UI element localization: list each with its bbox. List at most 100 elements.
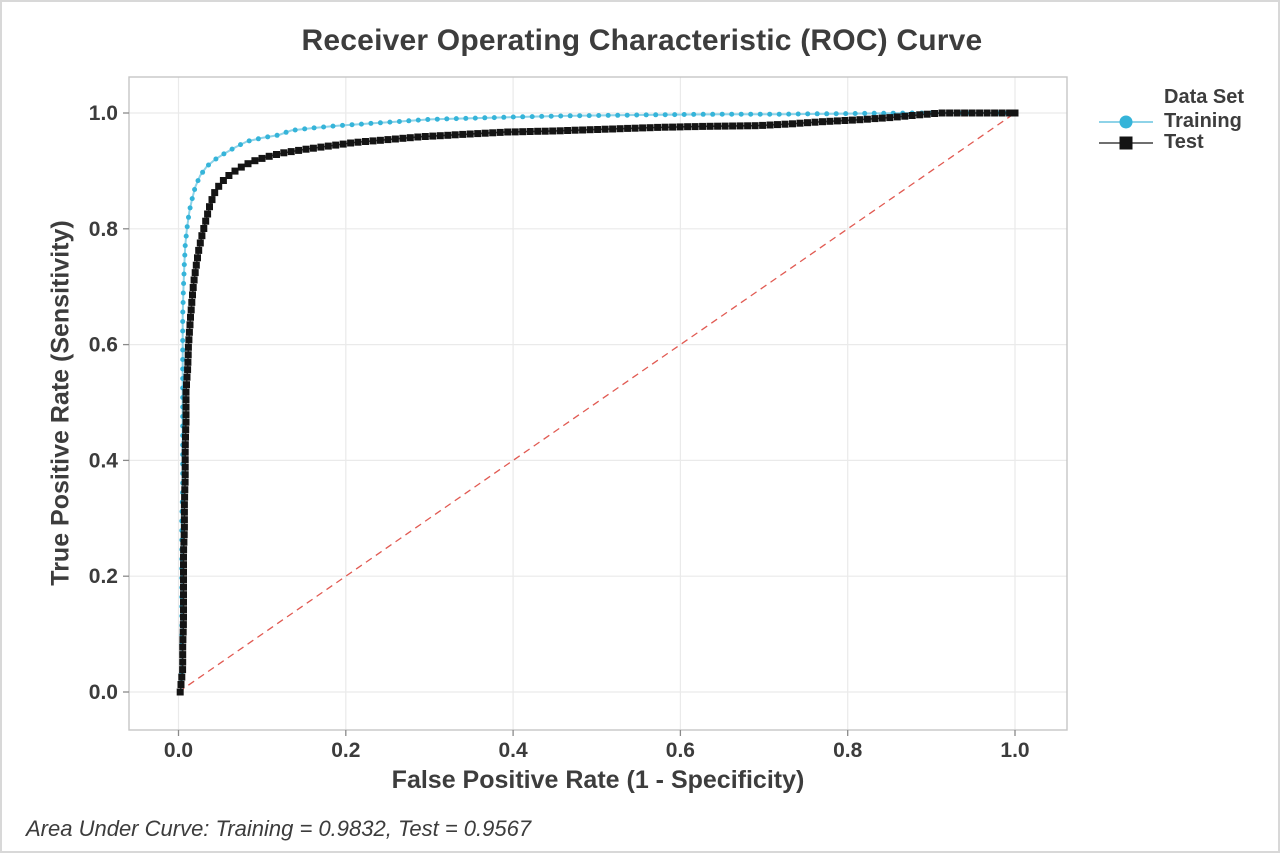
test-point-marker bbox=[180, 591, 187, 599]
test-point-marker bbox=[185, 328, 193, 336]
test-point-marker bbox=[180, 553, 187, 561]
legend: Data Set Training Test bbox=[1098, 86, 1244, 153]
test-point-marker bbox=[938, 109, 946, 117]
test-point-marker bbox=[180, 598, 187, 606]
test-point-marker bbox=[848, 116, 856, 124]
training-point-marker bbox=[292, 127, 298, 133]
test-point-marker bbox=[819, 118, 826, 126]
legend-label-test: Test bbox=[1164, 131, 1204, 153]
training-point-marker bbox=[340, 122, 345, 128]
test-point-marker bbox=[180, 538, 188, 546]
test-point-marker bbox=[459, 130, 467, 138]
training-point-marker bbox=[189, 196, 195, 202]
training-point-marker bbox=[653, 112, 659, 118]
training-point-marker bbox=[195, 178, 201, 184]
training-point-marker bbox=[672, 112, 678, 118]
training-point-marker bbox=[425, 117, 431, 122]
test-point-marker bbox=[901, 112, 909, 120]
training-point-marker bbox=[265, 134, 271, 140]
test-point-marker bbox=[736, 122, 744, 130]
training-point-marker bbox=[192, 187, 198, 192]
test-point-marker bbox=[534, 127, 542, 135]
training-point-marker bbox=[180, 319, 186, 324]
training-circle-marker-icon bbox=[1099, 115, 1153, 128]
training-point-marker bbox=[824, 111, 830, 117]
test-point-marker bbox=[180, 561, 187, 569]
training-point-marker bbox=[548, 113, 554, 119]
test-point-marker bbox=[953, 109, 961, 117]
training-point-marker bbox=[862, 110, 868, 116]
test-point-marker bbox=[766, 121, 774, 129]
test-point-marker bbox=[684, 123, 692, 131]
training-point-marker bbox=[444, 116, 450, 122]
test-point-marker bbox=[180, 576, 187, 584]
training-point-marker bbox=[472, 115, 478, 121]
training-point-marker bbox=[596, 113, 602, 118]
test-point-marker bbox=[526, 128, 534, 135]
test-point-marker bbox=[1006, 109, 1014, 117]
test-point-marker bbox=[280, 149, 288, 157]
y-tick-label: 0.6 bbox=[89, 334, 118, 357]
training-point-marker bbox=[558, 113, 564, 119]
test-point-marker bbox=[631, 124, 639, 132]
training-point-marker bbox=[358, 121, 364, 127]
test-point-marker bbox=[181, 486, 189, 494]
test-point-marker bbox=[691, 123, 699, 131]
test-point-marker bbox=[295, 146, 303, 154]
test-point-marker bbox=[178, 673, 186, 681]
test-point-marker bbox=[646, 124, 654, 132]
test-point-marker bbox=[180, 583, 187, 591]
training-point-marker bbox=[246, 138, 252, 144]
test-point-marker bbox=[399, 134, 407, 142]
test-point-marker bbox=[180, 613, 187, 621]
training-point-marker bbox=[377, 120, 383, 126]
test-point-marker bbox=[369, 137, 377, 145]
test-point-marker bbox=[211, 189, 219, 197]
test-point-marker bbox=[564, 127, 572, 134]
test-point-marker bbox=[179, 636, 187, 644]
test-point-marker bbox=[273, 151, 280, 158]
training-point-marker bbox=[482, 115, 488, 121]
test-point-marker bbox=[179, 643, 187, 651]
test-point-marker bbox=[826, 117, 834, 125]
training-point-marker bbox=[238, 142, 243, 148]
x-tick-label: 0.0 bbox=[164, 739, 193, 762]
test-point-marker bbox=[186, 321, 194, 329]
test-point-marker bbox=[182, 403, 190, 411]
test-point-marker bbox=[609, 125, 617, 133]
test-point-marker bbox=[339, 140, 347, 148]
test-point-marker bbox=[893, 113, 901, 121]
test-point-marker bbox=[556, 127, 564, 135]
training-point-marker bbox=[180, 290, 186, 296]
test-point-marker bbox=[181, 456, 189, 464]
test-point-marker bbox=[189, 284, 197, 291]
test-point-marker bbox=[182, 411, 190, 419]
test-point-marker bbox=[841, 117, 849, 124]
training-point-marker bbox=[274, 132, 280, 138]
test-point-marker bbox=[429, 132, 437, 140]
test-point-marker bbox=[878, 114, 886, 122]
test-point-marker bbox=[511, 128, 519, 136]
test-point-marker bbox=[189, 291, 196, 299]
training-point-marker bbox=[805, 111, 811, 117]
plot-frame bbox=[128, 76, 1068, 731]
training-point-marker bbox=[539, 113, 545, 119]
test-point-marker bbox=[180, 501, 188, 509]
test-point-marker bbox=[931, 110, 939, 117]
test-point-marker bbox=[744, 122, 752, 130]
training-point-marker bbox=[187, 205, 193, 211]
test-point-marker bbox=[1011, 109, 1019, 117]
test-point-marker bbox=[908, 112, 916, 119]
test-point-marker bbox=[182, 418, 190, 426]
training-point-marker bbox=[738, 111, 744, 117]
training-point-marker bbox=[662, 112, 668, 118]
test-point-marker bbox=[489, 129, 497, 137]
test-point-marker bbox=[998, 109, 1006, 117]
test-point-marker bbox=[184, 351, 192, 359]
training-point-marker bbox=[349, 122, 355, 128]
training-point-marker bbox=[776, 111, 782, 117]
test-point-marker bbox=[699, 122, 707, 130]
test-point-marker bbox=[781, 120, 789, 128]
training-point-marker bbox=[767, 111, 773, 117]
